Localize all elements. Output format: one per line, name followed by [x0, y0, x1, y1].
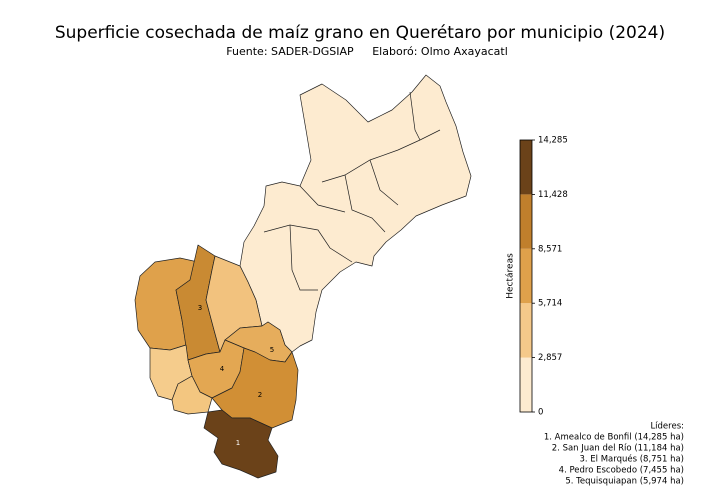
leader-item: 1. Amealco de Bonfil (14,285 ha): [544, 433, 684, 443]
colorbar-segment: [520, 357, 532, 412]
municipality: [211, 347, 299, 429]
colorbar-tick-label: 2,857: [538, 353, 562, 363]
colorbar-segment: [520, 194, 532, 249]
colorbar-tick-label: 0: [538, 408, 543, 418]
colorbar-label: Hectáreas: [506, 253, 516, 299]
author: Elaboró: Olmo Axayacatl: [372, 45, 508, 58]
colorbar-tick-label: 14,285: [538, 136, 568, 146]
municipality: [239, 74, 472, 353]
leader-item: 3. El Marqués (8,751 ha): [579, 454, 684, 465]
leaders: Líderes: 1. Amealco de Bonfil (14,285 ha…: [544, 422, 684, 487]
colorbar-tick-label: 8,571: [538, 244, 562, 254]
map-label: 2: [258, 391, 262, 399]
colorbar-tick-label: 11,428: [538, 190, 568, 200]
colorbar-segment: [520, 248, 532, 304]
map: 1 2 3 4 5: [134, 74, 472, 479]
colorbar-frame: [519, 139, 533, 413]
title: Superficie cosechada de maíz grano en Qu…: [55, 23, 665, 43]
map-label: 3: [198, 304, 202, 312]
colorbar: Hectáreas 0 2,857 5,714 8,571 11,428 14,285: [506, 136, 568, 418]
map-label: 5: [270, 346, 274, 354]
municipality: [203, 409, 279, 479]
colorbar-segment: [520, 140, 532, 195]
source: Fuente: SADER-DGSIAP: [226, 45, 354, 58]
colorbar-tick-label: 5,714: [538, 299, 562, 309]
leader-item: 4. Pedro Escobedo (7,455 ha): [559, 466, 684, 476]
municipal-borders: [263, 91, 441, 291]
map-label: 1: [236, 439, 240, 447]
leader-item: 5. Tequisquiapan (5,974 ha): [565, 477, 684, 487]
map-label: 4: [220, 365, 225, 373]
leader-item: 2. San Juan del Río (11,184 ha): [552, 444, 684, 454]
colorbar-segment: [520, 303, 532, 358]
leaders-title: Líderes:: [650, 422, 684, 432]
